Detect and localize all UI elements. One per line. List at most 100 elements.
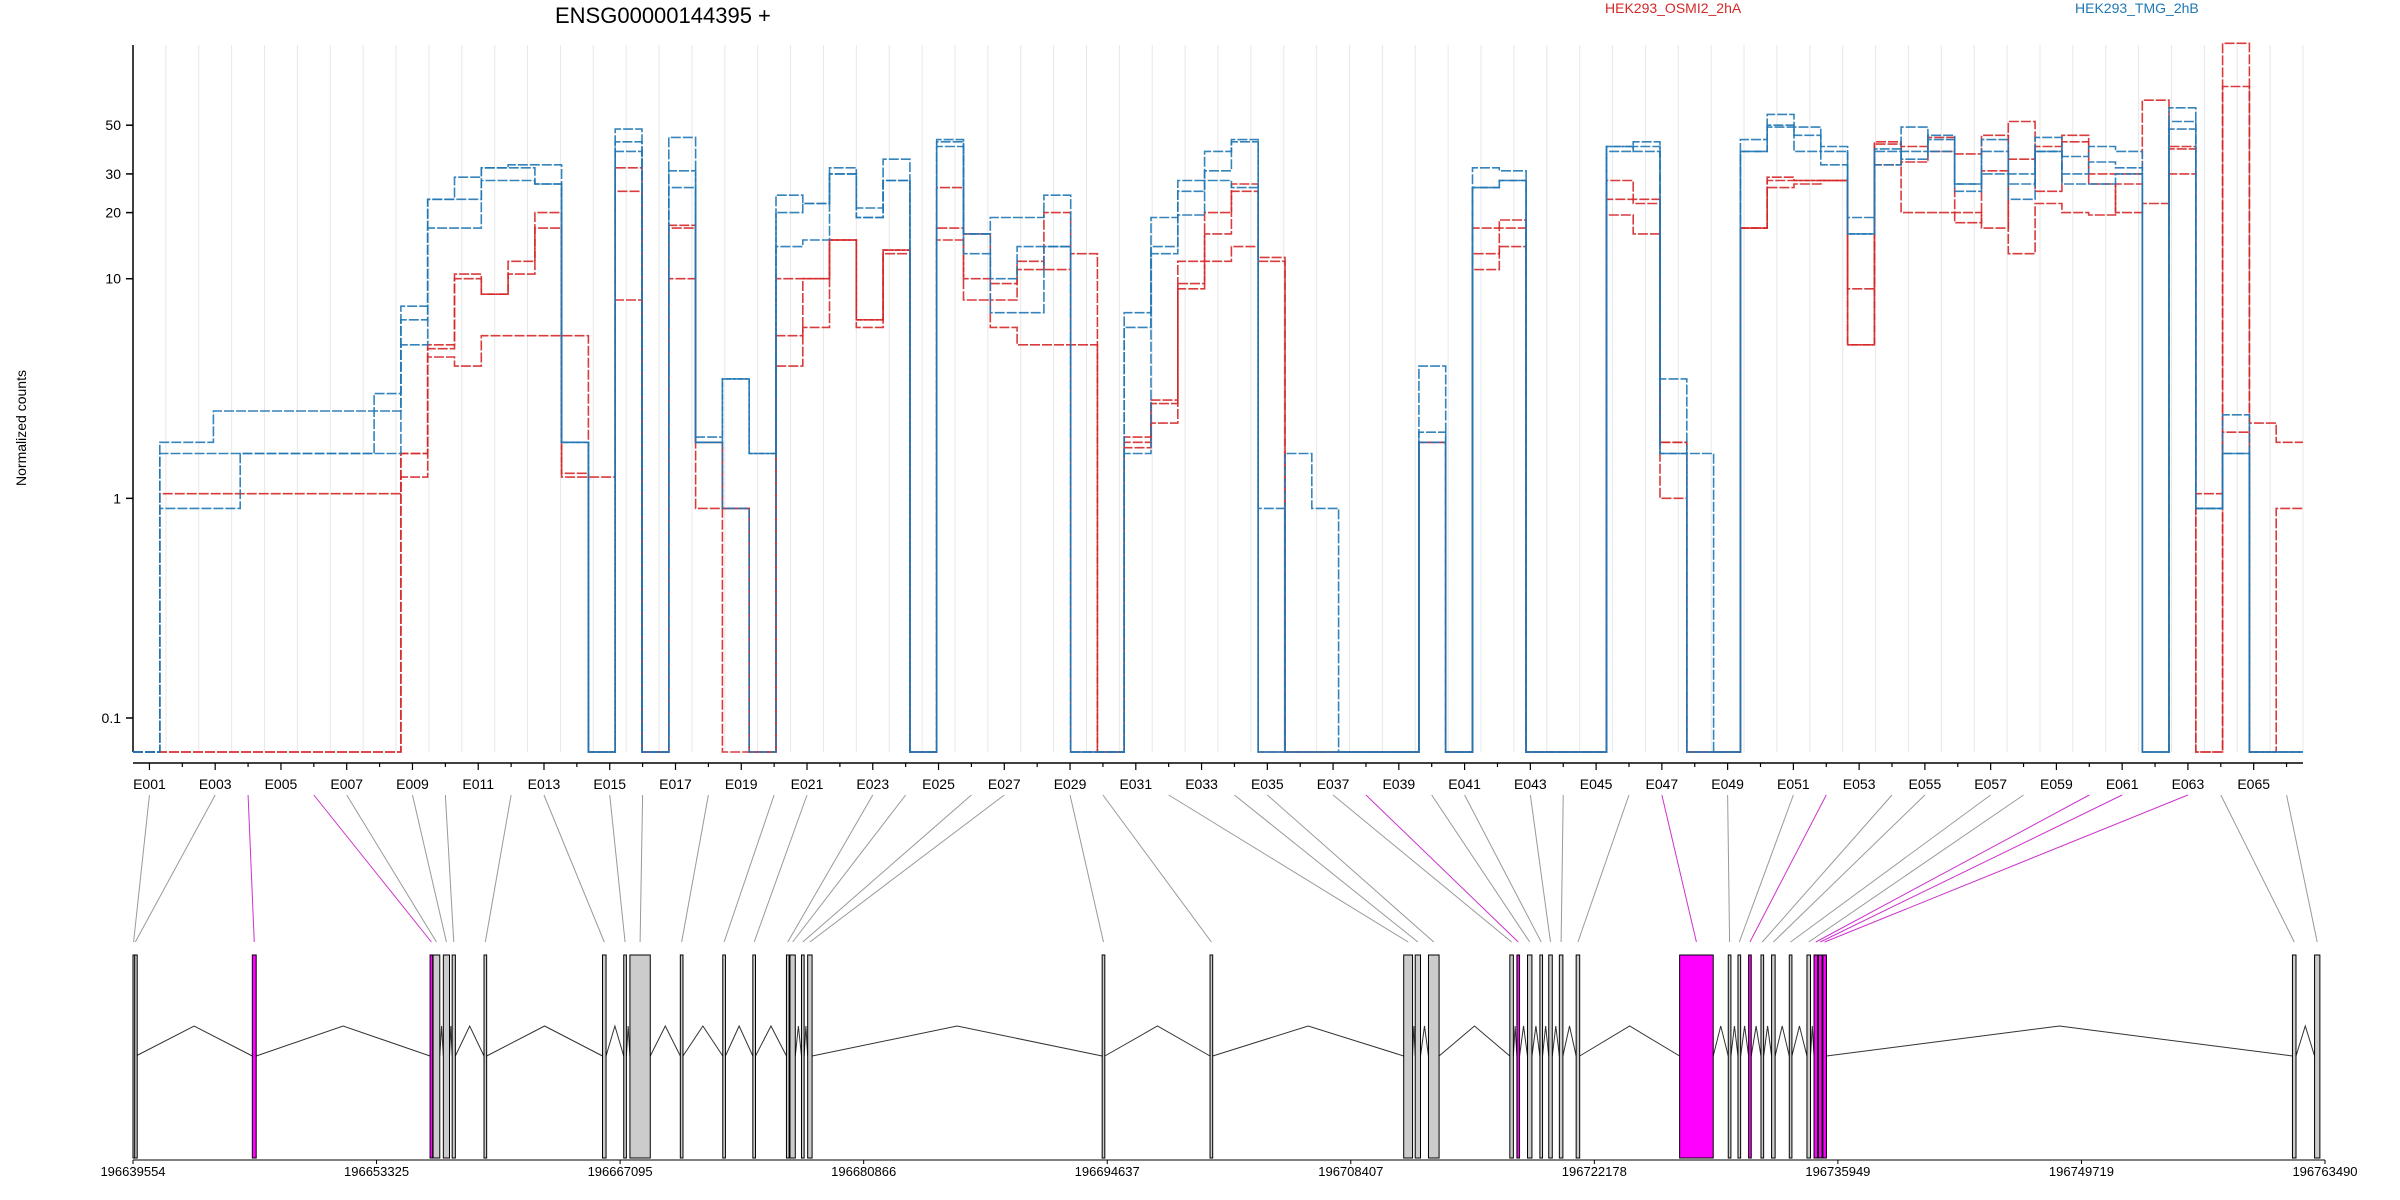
y-axis: 0.1 1 10 20 30 50 bbox=[102, 45, 134, 752]
x-tick-label-32: E065 bbox=[2237, 776, 2270, 792]
exon-E032 bbox=[1727, 954, 1732, 1159]
intron-26 bbox=[1542, 1025, 1550, 1057]
exon-E031 bbox=[1679, 954, 1714, 1159]
connector-E038 bbox=[1808, 794, 2024, 943]
x-tick-label-13: E027 bbox=[988, 776, 1021, 792]
genomic-tick-label-5: 196708407 bbox=[1318, 1164, 1383, 1179]
exon-E030 bbox=[1575, 954, 1581, 1159]
intron-2 bbox=[256, 1025, 431, 1057]
x-tick-label-29: E059 bbox=[2040, 776, 2073, 792]
exon-E013 bbox=[722, 954, 726, 1159]
connector-E034 bbox=[1749, 794, 1827, 943]
series-line-5 bbox=[133, 120, 2303, 753]
intron-40 bbox=[1826, 1025, 2293, 1057]
x-tick-label-30: E061 bbox=[2106, 776, 2139, 792]
connector-E010 bbox=[609, 794, 626, 943]
connector-E019 bbox=[1069, 794, 1104, 943]
x-tick-label-15: E031 bbox=[1119, 776, 1152, 792]
connector-E016 bbox=[792, 794, 907, 943]
x-tick-label-20: E041 bbox=[1448, 776, 1481, 792]
y-tick-label-1: 1 bbox=[113, 490, 121, 506]
y-axis-label: Normalized counts bbox=[13, 370, 29, 486]
connector-E036 bbox=[1773, 794, 1926, 943]
x-tick-label-3: E007 bbox=[330, 776, 363, 792]
intron-32 bbox=[1740, 1025, 1750, 1057]
intron-12 bbox=[724, 1024, 754, 1057]
exon-E034 bbox=[1748, 954, 1752, 1159]
genomic-tick-label-9: 196763490 bbox=[2292, 1164, 2357, 1179]
exon-E038 bbox=[1806, 954, 1811, 1159]
exon-E023 bbox=[1427, 954, 1440, 1159]
connector-E002 bbox=[134, 794, 216, 943]
genomic-tick-label-4: 196694637 bbox=[1075, 1164, 1140, 1179]
connector-E018 bbox=[809, 794, 1005, 943]
x-tick-label-17: E035 bbox=[1251, 776, 1284, 792]
connector-E003 bbox=[247, 794, 255, 943]
x-tick-label-24: E049 bbox=[1711, 776, 1744, 792]
intron-37 bbox=[1809, 1025, 1815, 1057]
exon-E026 bbox=[1527, 954, 1533, 1159]
intron-19 bbox=[1212, 1025, 1404, 1057]
intron-17 bbox=[811, 1025, 1103, 1057]
exon-E020 bbox=[1209, 954, 1214, 1159]
connector-E017 bbox=[802, 794, 972, 943]
exon-E003 bbox=[251, 954, 257, 1159]
exon-E018 bbox=[807, 954, 813, 1159]
series-lines bbox=[133, 42, 2303, 753]
intron-24 bbox=[1519, 1025, 1529, 1057]
exon-E016 bbox=[789, 954, 796, 1159]
exon-E006 bbox=[442, 954, 451, 1159]
exon-connectors bbox=[133, 794, 2318, 943]
x-tick-label-25: E051 bbox=[1777, 776, 1810, 792]
x-tick-label-9: E019 bbox=[725, 776, 758, 792]
intron-16 bbox=[803, 1025, 809, 1057]
connector-E041 bbox=[1824, 794, 2189, 943]
x-tick-label-5: E011 bbox=[462, 776, 494, 792]
connector-E031 bbox=[1661, 794, 1697, 943]
connector-E042 bbox=[2220, 794, 2295, 943]
genomic-tick-label-2: 196667095 bbox=[588, 1164, 653, 1179]
x-tick-label-1: E003 bbox=[199, 776, 232, 792]
exon-E015 bbox=[785, 954, 790, 1159]
connector-E024 bbox=[1332, 794, 1512, 943]
exon-E042 bbox=[2291, 954, 2297, 1159]
intron-7 bbox=[486, 1025, 603, 1057]
intron-8 bbox=[605, 1024, 625, 1057]
exon-E022 bbox=[1414, 954, 1422, 1159]
exon-E008 bbox=[483, 954, 488, 1159]
connector-E013 bbox=[723, 794, 775, 943]
connector-E023 bbox=[1266, 794, 1435, 943]
exon-E028 bbox=[1548, 954, 1553, 1159]
y-tick-label-3: 20 bbox=[105, 205, 121, 221]
y-tick-label-4: 30 bbox=[105, 166, 121, 182]
y-tick-label-2: 10 bbox=[105, 271, 121, 287]
intron-35 bbox=[1774, 1025, 1790, 1057]
connector-E035 bbox=[1761, 794, 1893, 943]
intron-36 bbox=[1791, 1025, 1808, 1057]
exon-E040 bbox=[1817, 954, 1823, 1159]
genomic-tick-label-0: 196639554 bbox=[100, 1164, 165, 1179]
x-tick-label-10: E021 bbox=[791, 776, 824, 792]
exon-E017 bbox=[800, 954, 805, 1159]
connector-E005 bbox=[346, 794, 437, 943]
connector-E033 bbox=[1738, 794, 1794, 943]
genomic-tick-label-6: 196722178 bbox=[1562, 1164, 1627, 1179]
exon-E043 bbox=[2314, 954, 2321, 1159]
y-tick-label-0: 0.1 bbox=[102, 710, 122, 726]
exon-E002 bbox=[134, 954, 138, 1159]
y-tick-label-5: 50 bbox=[105, 117, 121, 133]
intron-27 bbox=[1551, 1025, 1560, 1057]
exon-E035 bbox=[1760, 954, 1765, 1159]
x-tick-label-8: E017 bbox=[659, 776, 692, 792]
connector-E012 bbox=[681, 794, 709, 943]
intron-30 bbox=[1712, 1025, 1729, 1057]
x-tick-label-18: E037 bbox=[1317, 776, 1350, 792]
connector-E022 bbox=[1234, 794, 1419, 943]
x-tick-label-27: E055 bbox=[1909, 776, 1942, 792]
intron-33 bbox=[1750, 1025, 1762, 1057]
exon-E010 bbox=[623, 954, 627, 1159]
x-tick-label-16: E033 bbox=[1185, 776, 1218, 792]
x-axis: E001 E003 E005 E007 E009 E011 E013 E015 E017 E019… bbox=[133, 762, 2303, 792]
intron-18 bbox=[1104, 1025, 1211, 1057]
connector-E026 bbox=[1431, 794, 1531, 943]
